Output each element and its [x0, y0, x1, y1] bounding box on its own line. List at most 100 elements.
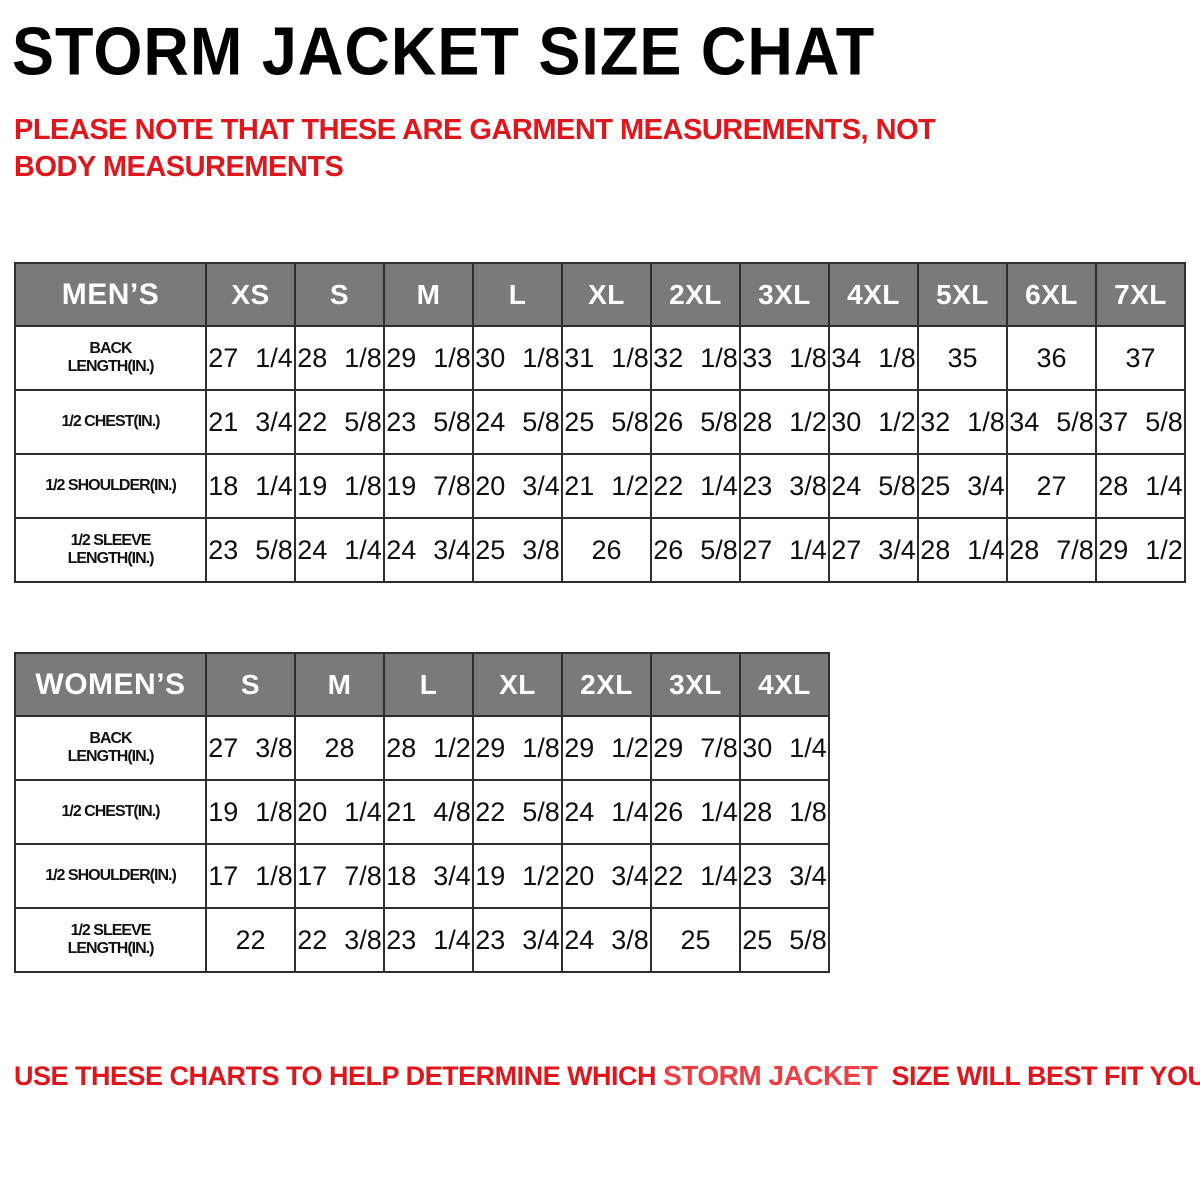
- size-column-header: S: [294, 262, 385, 327]
- table-corner-label: WOMEN’S: [14, 652, 207, 717]
- size-value-cell: 24 1/4: [294, 517, 385, 583]
- size-value-cell: 22: [205, 907, 296, 973]
- size-column-header: M: [383, 262, 474, 327]
- size-column-header: 3XL: [739, 262, 830, 327]
- size-value-cell: 28 1/4: [1095, 453, 1186, 519]
- size-value-cell: 21 3/4: [205, 389, 296, 455]
- size-column-header: 4XL: [739, 652, 830, 717]
- garment-measurement-note: PLEASE NOTE THAT THESE ARE GARMENT MEASU…: [14, 114, 936, 184]
- size-value-cell: 19 1/8: [294, 453, 385, 519]
- table-corner-label: MEN’S: [14, 262, 207, 327]
- size-value-cell: 28 1/8: [739, 779, 830, 845]
- size-value-cell: 19 1/2: [472, 843, 563, 909]
- size-value-cell: 34 1/8: [828, 325, 919, 391]
- measurement-row: 1/2 SLEEVE LENGTH(IN.) 22 22 3/8 23 1/4 23 3…: [14, 907, 830, 973]
- size-value-cell: 35: [917, 325, 1008, 391]
- size-value-cell: 37 5/8: [1095, 389, 1186, 455]
- size-value-cell: 27 3/4: [828, 517, 919, 583]
- size-value-cell: 33 1/8: [739, 325, 830, 391]
- womens-size-table: WOMEN’S S M L XL 2XL 3XL 4XL BACK LENGTH(IN.) 27 …: [14, 652, 830, 973]
- size-value-cell: 29 7/8: [650, 715, 741, 781]
- size-value-cell: 28 1/4: [917, 517, 1008, 583]
- size-value-cell: 29 1/8: [383, 325, 474, 391]
- size-value-cell: 23 1/4: [383, 907, 474, 973]
- size-column-header: 6XL: [1006, 262, 1097, 327]
- size-value-cell: 22 5/8: [294, 389, 385, 455]
- row-label: 1/2 SLEEVE LENGTH(IN.): [14, 517, 207, 583]
- size-value-cell: 28 1/2: [739, 389, 830, 455]
- size-value-cell: 23 3/4: [739, 843, 830, 909]
- size-value-cell: 22 3/8: [294, 907, 385, 973]
- size-header-row: MEN’S XS S M L XL 2XL 3XL 4XL 5XL 6XL 7XL: [14, 262, 1186, 327]
- size-column-header: S: [205, 652, 296, 717]
- size-column-header: 4XL: [828, 262, 919, 327]
- size-value-cell: 25 5/8: [561, 389, 652, 455]
- fit-advice-note: USE THESE CHARTS TO HELP DETERMINE WHICH…: [14, 1060, 1200, 1092]
- size-value-cell: 37: [1095, 325, 1186, 391]
- row-label: BACK LENGTH(IN.): [14, 325, 207, 391]
- measurement-row: 1/2 CHEST(IN.) 19 1/8 20 1/4 21 4/8 22 5/8 24…: [14, 779, 830, 845]
- page-title: STORM JACKET SIZE CHAT: [12, 13, 876, 90]
- size-value-cell: 24 5/8: [472, 389, 563, 455]
- size-value-cell: 24 1/4: [561, 779, 652, 845]
- size-column-header: L: [383, 652, 474, 717]
- size-value-cell: 22 1/4: [650, 453, 741, 519]
- size-value-cell: 26: [561, 517, 652, 583]
- fit-note-suffix: SIZE WILL BEST FIT YOU.: [877, 1061, 1200, 1091]
- size-value-cell: 25 3/8: [472, 517, 563, 583]
- size-value-cell: 27 1/4: [739, 517, 830, 583]
- measurement-row: 1/2 CHEST(IN.) 21 3/4 22 5/8 23 5/8 24 5/8 25…: [14, 389, 1186, 455]
- mens-size-table: MEN’S XS S M L XL 2XL 3XL 4XL 5XL 6XL 7XL BACK LENGT…: [14, 262, 1186, 583]
- row-label: 1/2 SHOULDER(IN.): [14, 453, 207, 519]
- size-column-header: L: [472, 262, 563, 327]
- size-value-cell: 28 1/2: [383, 715, 474, 781]
- measurement-row: BACK LENGTH(IN.) 27 1/4 28 1/8 29 1/8 30 1/8…: [14, 325, 1186, 391]
- measurement-row: 1/2 SHOULDER(IN.) 17 1/8 17 7/8 18 3/4 19 1/…: [14, 843, 830, 909]
- size-value-cell: 23 5/8: [205, 517, 296, 583]
- size-column-header: 3XL: [650, 652, 741, 717]
- size-value-cell: 29 1/2: [561, 715, 652, 781]
- size-value-cell: 19 1/8: [205, 779, 296, 845]
- size-value-cell: 22 5/8: [472, 779, 563, 845]
- size-value-cell: 18 1/4: [205, 453, 296, 519]
- size-value-cell: 31 1/8: [561, 325, 652, 391]
- size-value-cell: 26 1/4: [650, 779, 741, 845]
- size-value-cell: 17 7/8: [294, 843, 385, 909]
- size-value-cell: 27 1/4: [205, 325, 296, 391]
- size-value-cell: 18 3/4: [383, 843, 474, 909]
- row-label: 1/2 SLEEVE LENGTH(IN.): [14, 907, 207, 973]
- size-value-cell: 20 1/4: [294, 779, 385, 845]
- size-value-cell: 30 1/2: [828, 389, 919, 455]
- row-label: 1/2 CHEST(IN.): [14, 389, 207, 455]
- size-value-cell: 21 1/2: [561, 453, 652, 519]
- size-value-cell: 24 5/8: [828, 453, 919, 519]
- size-value-cell: 26 5/8: [650, 517, 741, 583]
- row-label: BACK LENGTH(IN.): [14, 715, 207, 781]
- row-label: 1/2 CHEST(IN.): [14, 779, 207, 845]
- row-label: 1/2 SHOULDER(IN.): [14, 843, 207, 909]
- size-value-cell: 25: [650, 907, 741, 973]
- size-value-cell: 30 1/8: [472, 325, 563, 391]
- measurement-row: 1/2 SLEEVE LENGTH(IN.) 23 5/8 24 1/4 24 3/4…: [14, 517, 1186, 583]
- measurement-row: BACK LENGTH(IN.) 27 3/8 28 28 1/2 29 1/8 29 1…: [14, 715, 830, 781]
- size-value-cell: 27: [1006, 453, 1097, 519]
- size-value-cell: 20 3/4: [561, 843, 652, 909]
- size-value-cell: 29 1/8: [472, 715, 563, 781]
- size-column-header: XL: [472, 652, 563, 717]
- size-column-header: 2XL: [561, 652, 652, 717]
- size-value-cell: 26 5/8: [650, 389, 741, 455]
- size-value-cell: 36: [1006, 325, 1097, 391]
- size-value-cell: 25 5/8: [739, 907, 830, 973]
- fit-note-prefix: USE THESE CHARTS TO HELP DETERMINE WHICH: [14, 1061, 664, 1091]
- size-column-header: XL: [561, 262, 652, 327]
- measurement-row: 1/2 SHOULDER(IN.) 18 1/4 19 1/8 19 7/8 20 3/…: [14, 453, 1186, 519]
- size-value-cell: 28 1/8: [294, 325, 385, 391]
- size-column-header: 5XL: [917, 262, 1008, 327]
- size-column-header: 7XL: [1095, 262, 1186, 327]
- size-value-cell: 21 4/8: [383, 779, 474, 845]
- size-value-cell: 23 5/8: [383, 389, 474, 455]
- size-value-cell: 24 3/4: [383, 517, 474, 583]
- size-value-cell: 24 3/8: [561, 907, 652, 973]
- size-column-header: 2XL: [650, 262, 741, 327]
- size-column-header: M: [294, 652, 385, 717]
